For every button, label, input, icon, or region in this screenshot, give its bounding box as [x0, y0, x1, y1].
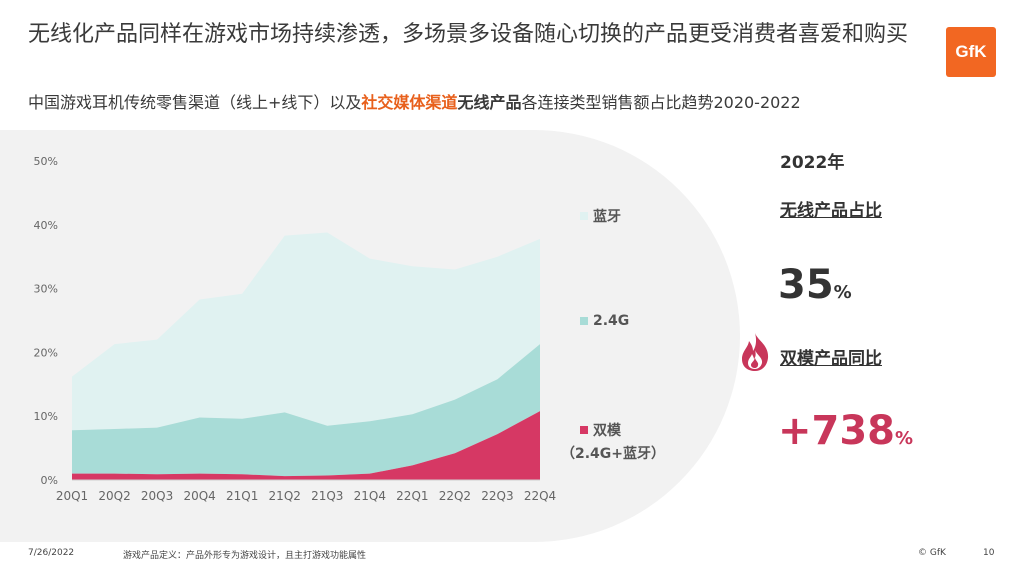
y-tick-label: 10%	[34, 410, 58, 423]
legend-label-bluetooth: 蓝牙	[593, 209, 621, 225]
subtitle-part4: 各连接类型销售额占比趋势2020-2022	[521, 93, 801, 112]
subtitle-wireless: 无线产品	[457, 93, 522, 112]
dual-yoy-label: 双模产品同比	[780, 349, 882, 369]
legend-swatch-24g	[580, 317, 588, 325]
x-tick-label: 21Q2	[269, 489, 301, 503]
x-tick-label: 22Q1	[396, 489, 428, 503]
gfk-logo: GfK	[946, 27, 996, 77]
legend-label-dual: 双模	[593, 423, 621, 439]
legend-swatch-dual	[580, 426, 588, 434]
dual-yoy-unit: %	[895, 428, 914, 449]
area-chart: 0% 10% 20% 30% 40% 50% 20Q1 20Q2 20Q3 20Q4 21Q1 21Q…	[34, 155, 557, 503]
x-tick-label: 20Q2	[98, 489, 130, 503]
x-tick-label: 20Q1	[56, 489, 88, 503]
legend-dual-sub: （2.4G+蓝牙）	[561, 446, 666, 462]
page-title: 无线化产品同样在游戏市场持续渗透，多场景多设备随心切换的产品更受消费者喜爱和购买	[28, 22, 909, 47]
area-bluetooth	[72, 232, 540, 431]
y-tick-label: 30%	[34, 283, 58, 296]
area-24g	[72, 344, 540, 477]
x-tick-label: 22Q3	[481, 489, 513, 503]
legend-dual: 双模	[580, 420, 621, 440]
footer-page-number: 10	[983, 548, 995, 558]
y-tick-label: 0%	[41, 474, 58, 487]
y-tick-label: 20%	[34, 346, 58, 359]
dual-yoy-number: +738	[778, 408, 896, 454]
subtitle-part1: 中国游戏耳机传统零售渠道（线上+线下）以及	[28, 93, 362, 112]
legend-24g: 2.4G	[580, 313, 629, 329]
x-tick-label: 21Q3	[311, 489, 343, 503]
page-subtitle: 中国游戏耳机传统零售渠道（线上+线下）以及社交媒体渠道无线产品各连接类型销售额占…	[28, 89, 988, 113]
wireless-share-number: 35	[778, 262, 834, 308]
legend-label-24g: 2.4G	[593, 313, 630, 329]
x-tick-label: 20Q4	[183, 489, 215, 503]
legend-bluetooth: 蓝牙	[580, 206, 621, 226]
x-tick-label: 21Q4	[354, 489, 386, 503]
area-dual	[72, 411, 540, 480]
x-tick-label: 21Q1	[226, 489, 258, 503]
fire-icon	[742, 333, 769, 371]
wireless-share-unit: %	[833, 282, 852, 303]
panel-year: 2022年	[780, 153, 845, 173]
footer-note: 游戏产品定义：产品外形专为游戏设计，且主打游戏功能属性	[123, 551, 367, 561]
y-tick-label: 50%	[34, 155, 58, 168]
y-tick-label: 40%	[34, 219, 58, 232]
subtitle-social-channel: 社交媒体渠道	[361, 93, 458, 112]
wireless-share-value: 35%	[778, 262, 852, 308]
wireless-share-label: 无线产品占比	[780, 201, 882, 221]
footer-date: 7/26/2022	[28, 548, 75, 558]
legend-swatch-bluetooth	[580, 212, 588, 220]
dual-yoy-value: +738%	[778, 408, 913, 454]
footer-copyright: © GfK	[918, 548, 946, 558]
x-tick-label: 20Q3	[141, 489, 173, 503]
x-tick-label: 22Q2	[439, 489, 471, 503]
x-tick-label: 22Q4	[524, 489, 556, 503]
